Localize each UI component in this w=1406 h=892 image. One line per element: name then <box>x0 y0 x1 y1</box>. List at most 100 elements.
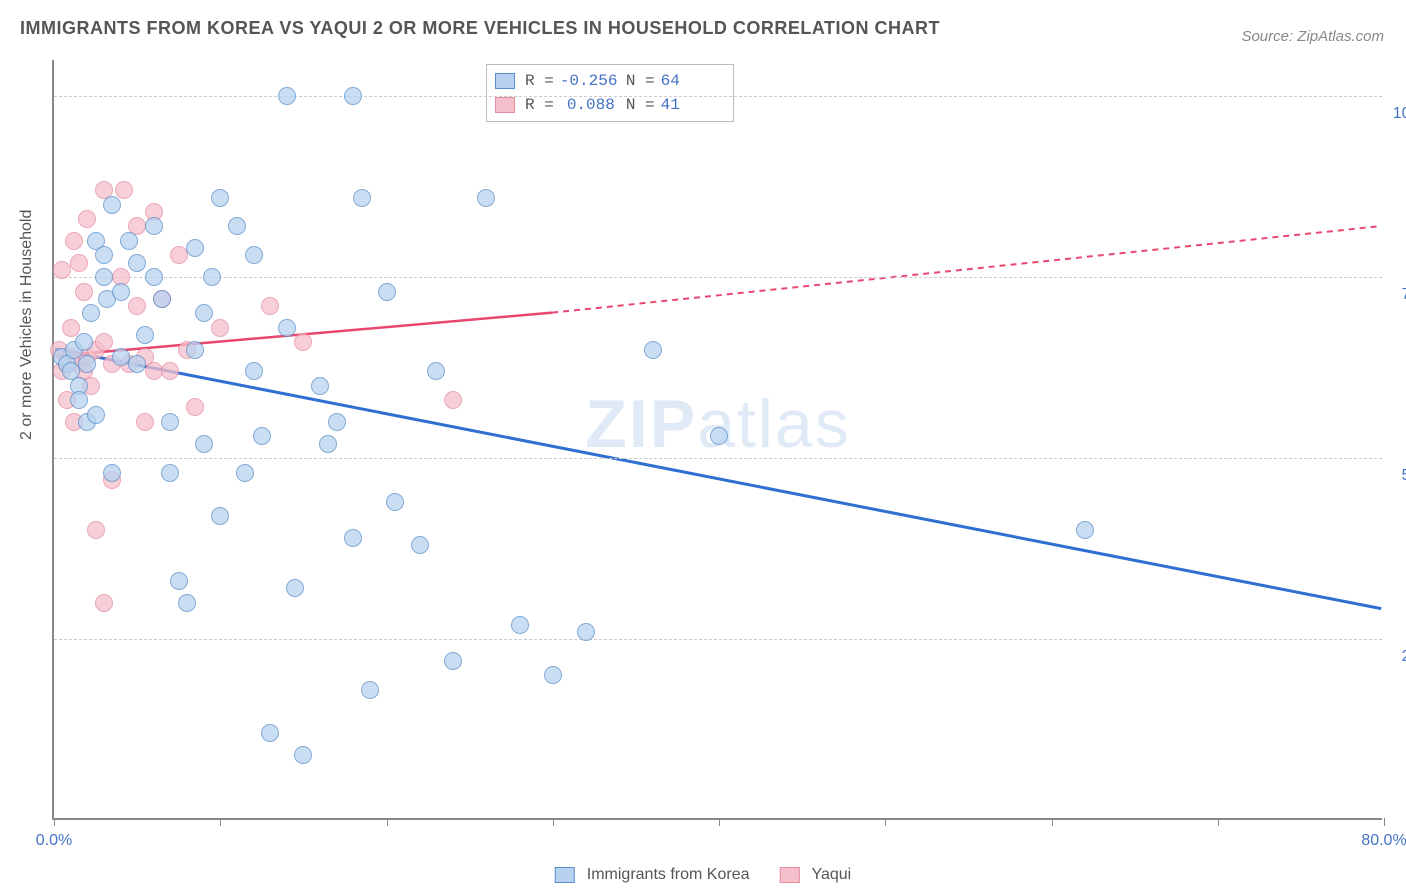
scatter-point <box>128 297 146 315</box>
scatter-point <box>211 319 229 337</box>
scatter-point <box>344 87 362 105</box>
xtick <box>1218 818 1219 826</box>
swatch-series-a <box>495 73 515 89</box>
xtick <box>54 818 55 826</box>
scatter-point <box>145 217 163 235</box>
scatter-point <box>53 261 71 279</box>
stats-legend-box: R = -0.256 N = 64 R = 0.088 N = 41 <box>486 64 734 122</box>
scatter-point <box>87 406 105 424</box>
scatter-point <box>103 196 121 214</box>
r-label: R = <box>525 72 554 90</box>
scatter-point <box>178 594 196 612</box>
xtick <box>553 818 554 826</box>
scatter-point <box>70 391 88 409</box>
scatter-point <box>103 464 121 482</box>
scatter-point <box>78 355 96 373</box>
scatter-point <box>136 326 154 344</box>
scatter-point <box>261 297 279 315</box>
source-label: Source: ZipAtlas.com <box>1241 28 1384 45</box>
scatter-point <box>95 268 113 286</box>
n-label: N = <box>626 96 655 114</box>
xtick <box>1052 818 1053 826</box>
scatter-point <box>278 87 296 105</box>
scatter-point <box>145 362 163 380</box>
gridline-h <box>54 639 1382 640</box>
scatter-point <box>511 616 529 634</box>
chart-title: IMMIGRANTS FROM KOREA VS YAQUI 2 OR MORE… <box>20 18 940 39</box>
scatter-point <box>544 666 562 684</box>
gridline-h <box>54 277 1382 278</box>
scatter-point <box>186 398 204 416</box>
xtick <box>885 818 886 826</box>
scatter-point <box>161 464 179 482</box>
scatter-point <box>70 254 88 272</box>
scatter-point <box>253 427 271 445</box>
scatter-point <box>444 652 462 670</box>
scatter-point <box>203 268 221 286</box>
ytick-label: 25.0% <box>1392 648 1406 666</box>
r-value-a: -0.256 <box>560 72 620 90</box>
xtick <box>1384 818 1385 826</box>
scatter-point <box>186 239 204 257</box>
gridline-h <box>54 458 1382 459</box>
scatter-point <box>78 210 96 228</box>
scatter-point <box>186 341 204 359</box>
scatter-point <box>477 189 495 207</box>
xtick-label-left: 0.0% <box>36 832 72 850</box>
scatter-point <box>95 594 113 612</box>
scatter-point <box>245 246 263 264</box>
swatch-b-icon <box>779 867 799 883</box>
xtick <box>719 818 720 826</box>
scatter-point <box>411 536 429 554</box>
scatter-point <box>170 246 188 264</box>
scatter-point <box>170 572 188 590</box>
scatter-point <box>286 579 304 597</box>
scatter-point <box>153 290 171 308</box>
watermark-rest: atlas <box>697 386 851 462</box>
swatch-series-b <box>495 97 515 113</box>
ytick-label: 100.0% <box>1392 105 1406 123</box>
chart-plot-area: ZIPatlas R = -0.256 N = 64 R = 0.088 N =… <box>52 60 1382 820</box>
scatter-point <box>353 189 371 207</box>
scatter-point <box>62 319 80 337</box>
scatter-point <box>120 232 138 250</box>
scatter-point <box>65 232 83 250</box>
scatter-point <box>1076 521 1094 539</box>
scatter-point <box>294 746 312 764</box>
watermark: ZIPatlas <box>585 385 850 463</box>
y-axis-label: 2 or more Vehicles in Household <box>18 210 36 440</box>
scatter-point <box>211 189 229 207</box>
r-value-b: 0.088 <box>560 96 620 114</box>
scatter-point <box>75 333 93 351</box>
scatter-point <box>112 283 130 301</box>
watermark-bold: ZIP <box>585 386 697 462</box>
scatter-point <box>161 413 179 431</box>
scatter-point <box>294 333 312 351</box>
scatter-point <box>261 724 279 742</box>
scatter-point <box>161 362 179 380</box>
scatter-point <box>236 464 254 482</box>
swatch-a-icon <box>555 867 575 883</box>
ytick-label: 50.0% <box>1392 467 1406 485</box>
xtick <box>220 818 221 826</box>
scatter-point <box>82 304 100 322</box>
scatter-point <box>444 391 462 409</box>
legend-label-a: Immigrants from Korea <box>587 866 750 884</box>
scatter-point <box>228 217 246 235</box>
scatter-point <box>95 333 113 351</box>
scatter-point <box>311 377 329 395</box>
n-value-b: 41 <box>661 96 721 114</box>
xtick-label-right: 80.0% <box>1361 832 1406 850</box>
scatter-point <box>87 521 105 539</box>
scatter-point <box>136 413 154 431</box>
scatter-point <box>378 283 396 301</box>
scatter-point <box>195 435 213 453</box>
scatter-point <box>145 268 163 286</box>
gridline-h <box>54 96 1382 97</box>
scatter-point <box>128 355 146 373</box>
ytick-label: 75.0% <box>1392 286 1406 304</box>
scatter-point <box>195 304 213 322</box>
scatter-point <box>95 246 113 264</box>
scatter-point <box>710 427 728 445</box>
r-label: R = <box>525 96 554 114</box>
